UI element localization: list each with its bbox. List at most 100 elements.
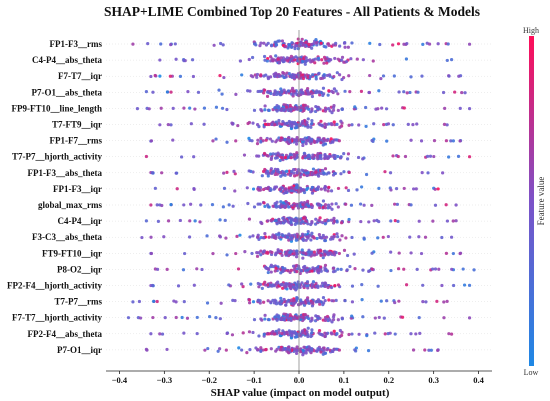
shap-point [319, 171, 323, 176]
shap-point [279, 174, 283, 178]
shap-point [266, 299, 270, 303]
shap-point [361, 315, 365, 319]
shap-point [195, 331, 199, 336]
shap-point [431, 219, 435, 223]
shap-point [278, 187, 282, 191]
shap-point [330, 349, 334, 353]
shap-point [418, 331, 422, 335]
shap-point [264, 283, 268, 287]
shap-point [214, 137, 218, 141]
shap-point [310, 304, 315, 308]
shap-point [256, 187, 260, 191]
shap-point [467, 316, 472, 320]
shap-point [344, 60, 349, 64]
shap-point [281, 216, 285, 220]
shap-point [186, 90, 190, 94]
shap-point [281, 329, 285, 333]
shap-point [336, 283, 341, 287]
shap-point [248, 348, 252, 352]
shap-point [447, 332, 451, 336]
shap-point [347, 332, 351, 337]
shap-point [158, 58, 162, 62]
shap-point [263, 280, 267, 284]
shap-point [280, 299, 284, 303]
shap-point [319, 265, 323, 269]
x-tick-label: −0.2 [201, 375, 216, 385]
shap-point [306, 268, 310, 272]
shap-point [259, 136, 263, 141]
shap-point [287, 71, 291, 76]
shap-point [174, 171, 178, 175]
feature-label: P7-O1__abs_theta [32, 87, 103, 97]
shap-point [286, 313, 290, 317]
shap-point [433, 187, 437, 191]
shap-point [386, 122, 391, 126]
shap-point [294, 125, 298, 130]
shap-point [277, 301, 281, 305]
feature-label: F7-T7__hjorth_activity [12, 313, 102, 323]
shap-point [381, 235, 385, 239]
shap-point [364, 172, 369, 177]
shap-point [270, 122, 274, 126]
shap-point [279, 200, 283, 204]
x-tick-label: 0.2 [383, 375, 394, 385]
shap-point [427, 42, 432, 46]
shap-point [258, 188, 262, 192]
shap-point [319, 350, 323, 354]
shap-point [182, 331, 186, 335]
shap-point [277, 92, 281, 96]
shap-point [299, 350, 303, 354]
shap-point [274, 42, 278, 47]
shap-point [295, 252, 299, 256]
shap-point [269, 300, 273, 304]
shap-point [404, 57, 408, 61]
shap-point [243, 250, 247, 254]
shap-point [233, 172, 237, 176]
shap-point [265, 266, 269, 271]
shap-point [298, 43, 302, 47]
shap-point [300, 106, 304, 110]
shap-point [225, 331, 229, 336]
shap-point [269, 91, 273, 96]
shap-point [330, 202, 334, 206]
shap-point [247, 301, 252, 305]
shap-point [259, 349, 263, 353]
shap-point [338, 328, 342, 333]
shap-point [417, 235, 421, 239]
shap-point [421, 42, 425, 46]
shap-point [302, 188, 306, 192]
shap-point [366, 349, 371, 353]
shap-point [222, 171, 226, 175]
shap-point [280, 74, 285, 78]
shap-point [274, 152, 278, 156]
shap-point [310, 269, 314, 273]
shap-point [277, 235, 281, 240]
shap-point [379, 76, 383, 81]
shap-point [304, 238, 308, 242]
shap-point [319, 156, 323, 161]
shap-point [318, 93, 322, 97]
shap-point [220, 92, 224, 96]
shap-point [317, 218, 321, 222]
shap-point [298, 271, 302, 276]
shap-point [281, 108, 286, 112]
shap-point [287, 216, 291, 220]
shap-point [306, 299, 310, 303]
shap-point [252, 108, 257, 112]
shap-point [310, 282, 314, 286]
shap-point [249, 282, 253, 286]
shap-point [357, 123, 361, 127]
shap-point [246, 201, 250, 206]
shap-point [279, 283, 283, 287]
shap-point [318, 206, 322, 210]
shap-point [322, 301, 326, 305]
shap-point [306, 186, 310, 190]
shap-point [303, 233, 307, 237]
shap-point [173, 42, 177, 46]
shap-point [255, 75, 259, 79]
feature-label: FP9-FT10__line_length [12, 103, 103, 113]
shap-point [311, 73, 315, 77]
shap-point [195, 315, 199, 320]
shap-point [330, 332, 334, 336]
shap-point [362, 203, 366, 207]
